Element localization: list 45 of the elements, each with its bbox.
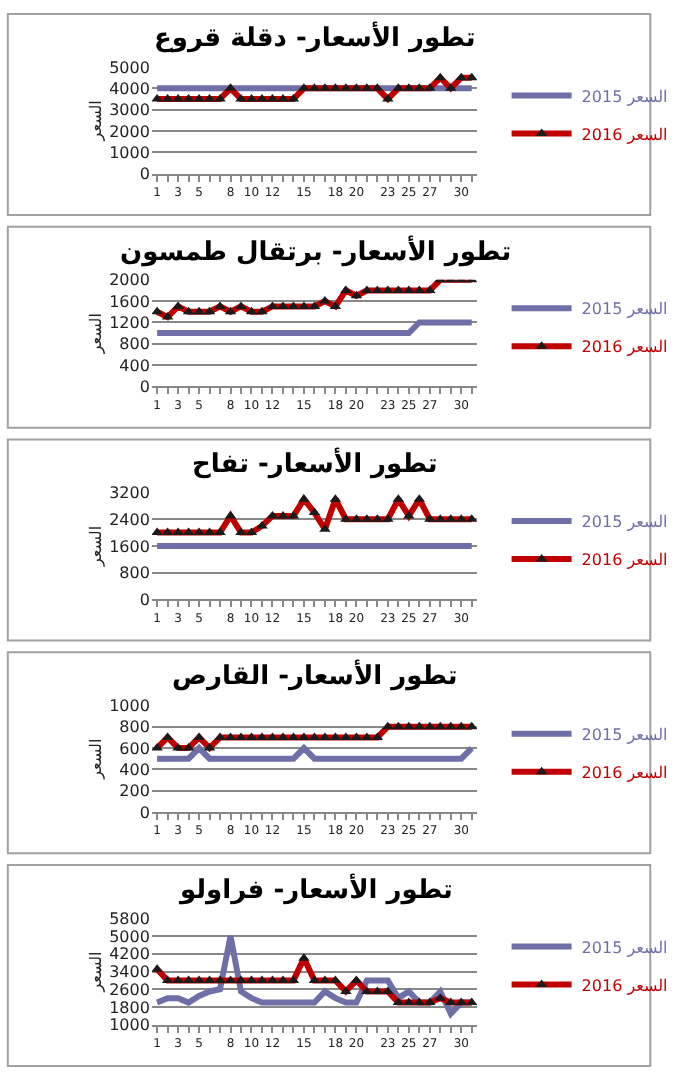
- y-tick-label: 5000: [109, 58, 150, 77]
- y-tick-label: 1000: [109, 143, 150, 162]
- y-tick-label: 200: [119, 782, 150, 801]
- legend-label: السعر 2016: [581, 551, 668, 570]
- chart-title: تطور الأسعار- تفاح: [192, 446, 438, 480]
- y-tick-label: 1000: [109, 1016, 150, 1035]
- y-tick-label: 4200: [109, 945, 150, 964]
- y-tick-label: 1800: [109, 998, 150, 1017]
- y-tick-label: 5000: [109, 927, 150, 946]
- y-tick-label: 1600: [109, 537, 150, 556]
- y-tick-label: 0: [139, 803, 150, 822]
- y-tick-label: 1200: [109, 314, 150, 333]
- y-tick-label: 3400: [109, 963, 150, 982]
- chart-title: تطور الأسعار- دقلة قروع: [154, 20, 476, 54]
- legend-label: السعر 2016: [581, 764, 668, 783]
- y-tick-label: 1600: [109, 292, 150, 311]
- y-tick-label: 3000: [109, 101, 150, 120]
- y-tick-label: 4000: [109, 79, 150, 98]
- y-tick-label: 5800: [109, 909, 150, 928]
- y-tick-label: 2600: [109, 980, 150, 999]
- y-tick-label: 0: [139, 165, 150, 184]
- y-tick-label: 2400: [109, 510, 150, 529]
- chart-title: تطور الأسعار- القارص: [172, 658, 458, 692]
- y-tick-label: 800: [119, 335, 150, 354]
- y-tick-label: 0: [139, 378, 150, 396]
- y-axis-title: السعر: [86, 313, 105, 356]
- y-tick-label: 1000: [109, 697, 150, 715]
- y-axis-title: السعر: [86, 525, 105, 568]
- y-axis-title: السعر: [86, 100, 105, 143]
- chart-title: تطور الأسعار- فراولو: [178, 872, 453, 906]
- chart-title: تطور الأسعار- برتقال طمسون: [120, 234, 512, 268]
- y-axis-title: السعر: [86, 951, 105, 994]
- y-tick-label: 400: [119, 760, 150, 779]
- y-tick-label: 400: [119, 356, 150, 375]
- legend-label: السعر 2016: [581, 338, 668, 357]
- y-tick-label: 3200: [109, 484, 150, 503]
- y-tick-label: 800: [119, 564, 150, 583]
- y-tick-label: 800: [119, 718, 150, 737]
- y-axis-title: السعر: [86, 738, 105, 781]
- y-tick-label: 2000: [109, 271, 150, 290]
- y-tick-label: 0: [139, 590, 150, 609]
- y-tick-label: 2000: [109, 122, 150, 141]
- y-tick-label: 600: [119, 739, 150, 758]
- legend-label: السعر 2016: [581, 125, 668, 144]
- legend-label: السعر 2016: [581, 976, 668, 995]
